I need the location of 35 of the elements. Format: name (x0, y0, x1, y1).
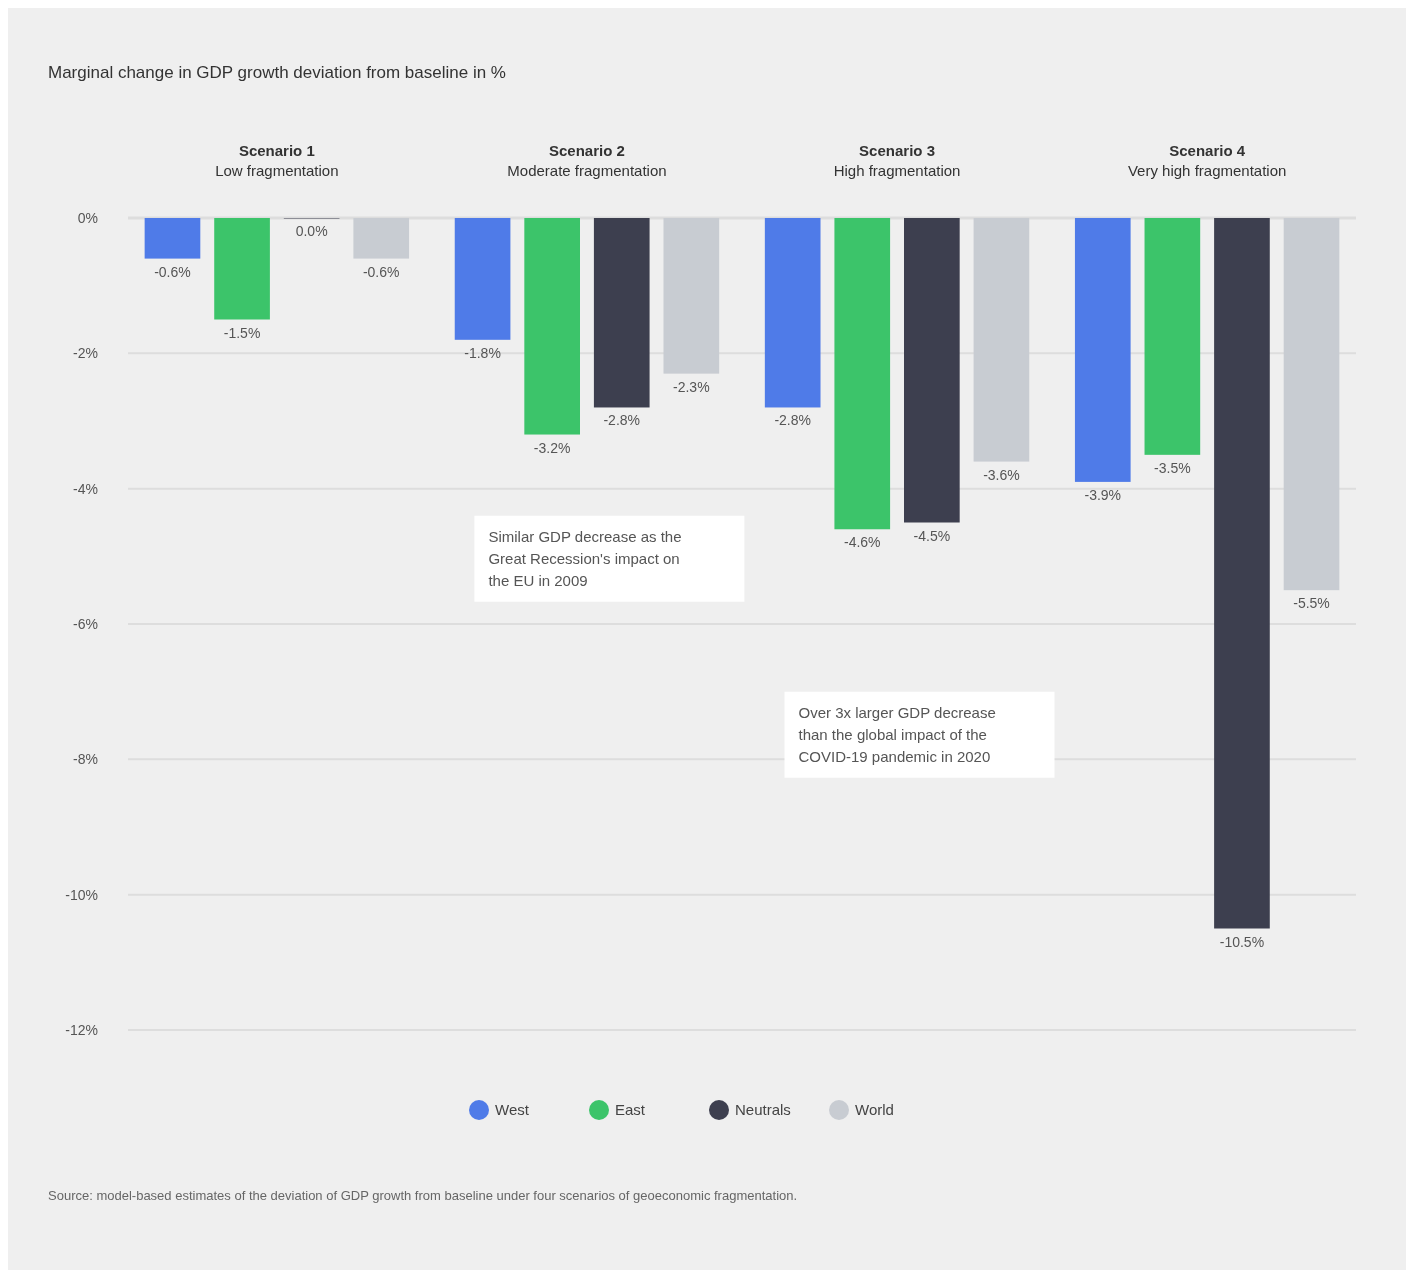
data-label: -0.6% (362, 263, 400, 280)
legend-label: Neutrals (735, 1101, 791, 1119)
data-label: -3.5% (1154, 459, 1191, 476)
data-label: -0.6% (154, 263, 191, 280)
x-tick-label: Scenario 3 High fragmentation (833, 142, 961, 179)
data-label: -1.5% (223, 324, 261, 341)
data-label: -3.6% (983, 466, 1020, 483)
data-label: -3.9% (1084, 486, 1122, 503)
data-label: -2.8% (774, 412, 811, 429)
data-label: -3.2% (533, 439, 571, 456)
chart-title: Marginal change in GDP growth deviation from baseline in % (48, 63, 506, 82)
y-tick-label: -6% (73, 615, 98, 632)
legend-label: World (855, 1101, 894, 1119)
data-label: -2.8% (603, 412, 641, 429)
source-note: Source: model-based estimates of the deviation of GDP growth from baseline under four scenarios of geoeconomic fragmentation. (48, 1188, 798, 1203)
annotation: Over 3x larger GDP decrease than the global impact of the COVID-19 pandemic in 2020 (798, 703, 996, 765)
data-label: -4.5% (913, 527, 951, 544)
y-tick-label: -12% (65, 1021, 98, 1038)
y-tick-label: -8% (73, 751, 98, 768)
data-label: 0.0% (295, 223, 328, 239)
y-tick-label: -4% (73, 480, 98, 497)
data-label: -5.5% (1293, 595, 1330, 612)
x-tick-label: Scenario 2 Moderate fragmentation (507, 142, 667, 179)
annotation: Similar GDP decrease as the Great Recession's impact on the EU in 2009 (488, 527, 682, 589)
legend-label: East (615, 1101, 646, 1119)
y-tick-label: 0% (77, 209, 98, 226)
data-label: -10.5% (1219, 933, 1265, 950)
x-tick-label: Scenario 4 Very high fragmentation (1127, 142, 1287, 179)
x-tick-label: Scenario 1 Low fragmentation (215, 142, 339, 179)
data-label: -1.8% (464, 344, 501, 361)
data-label: -2.3% (673, 378, 710, 395)
y-tick-label: -10% (65, 886, 98, 903)
y-tick-label: -2% (73, 345, 98, 362)
legend-label: West (495, 1101, 530, 1119)
data-label: -4.6% (843, 534, 881, 551)
